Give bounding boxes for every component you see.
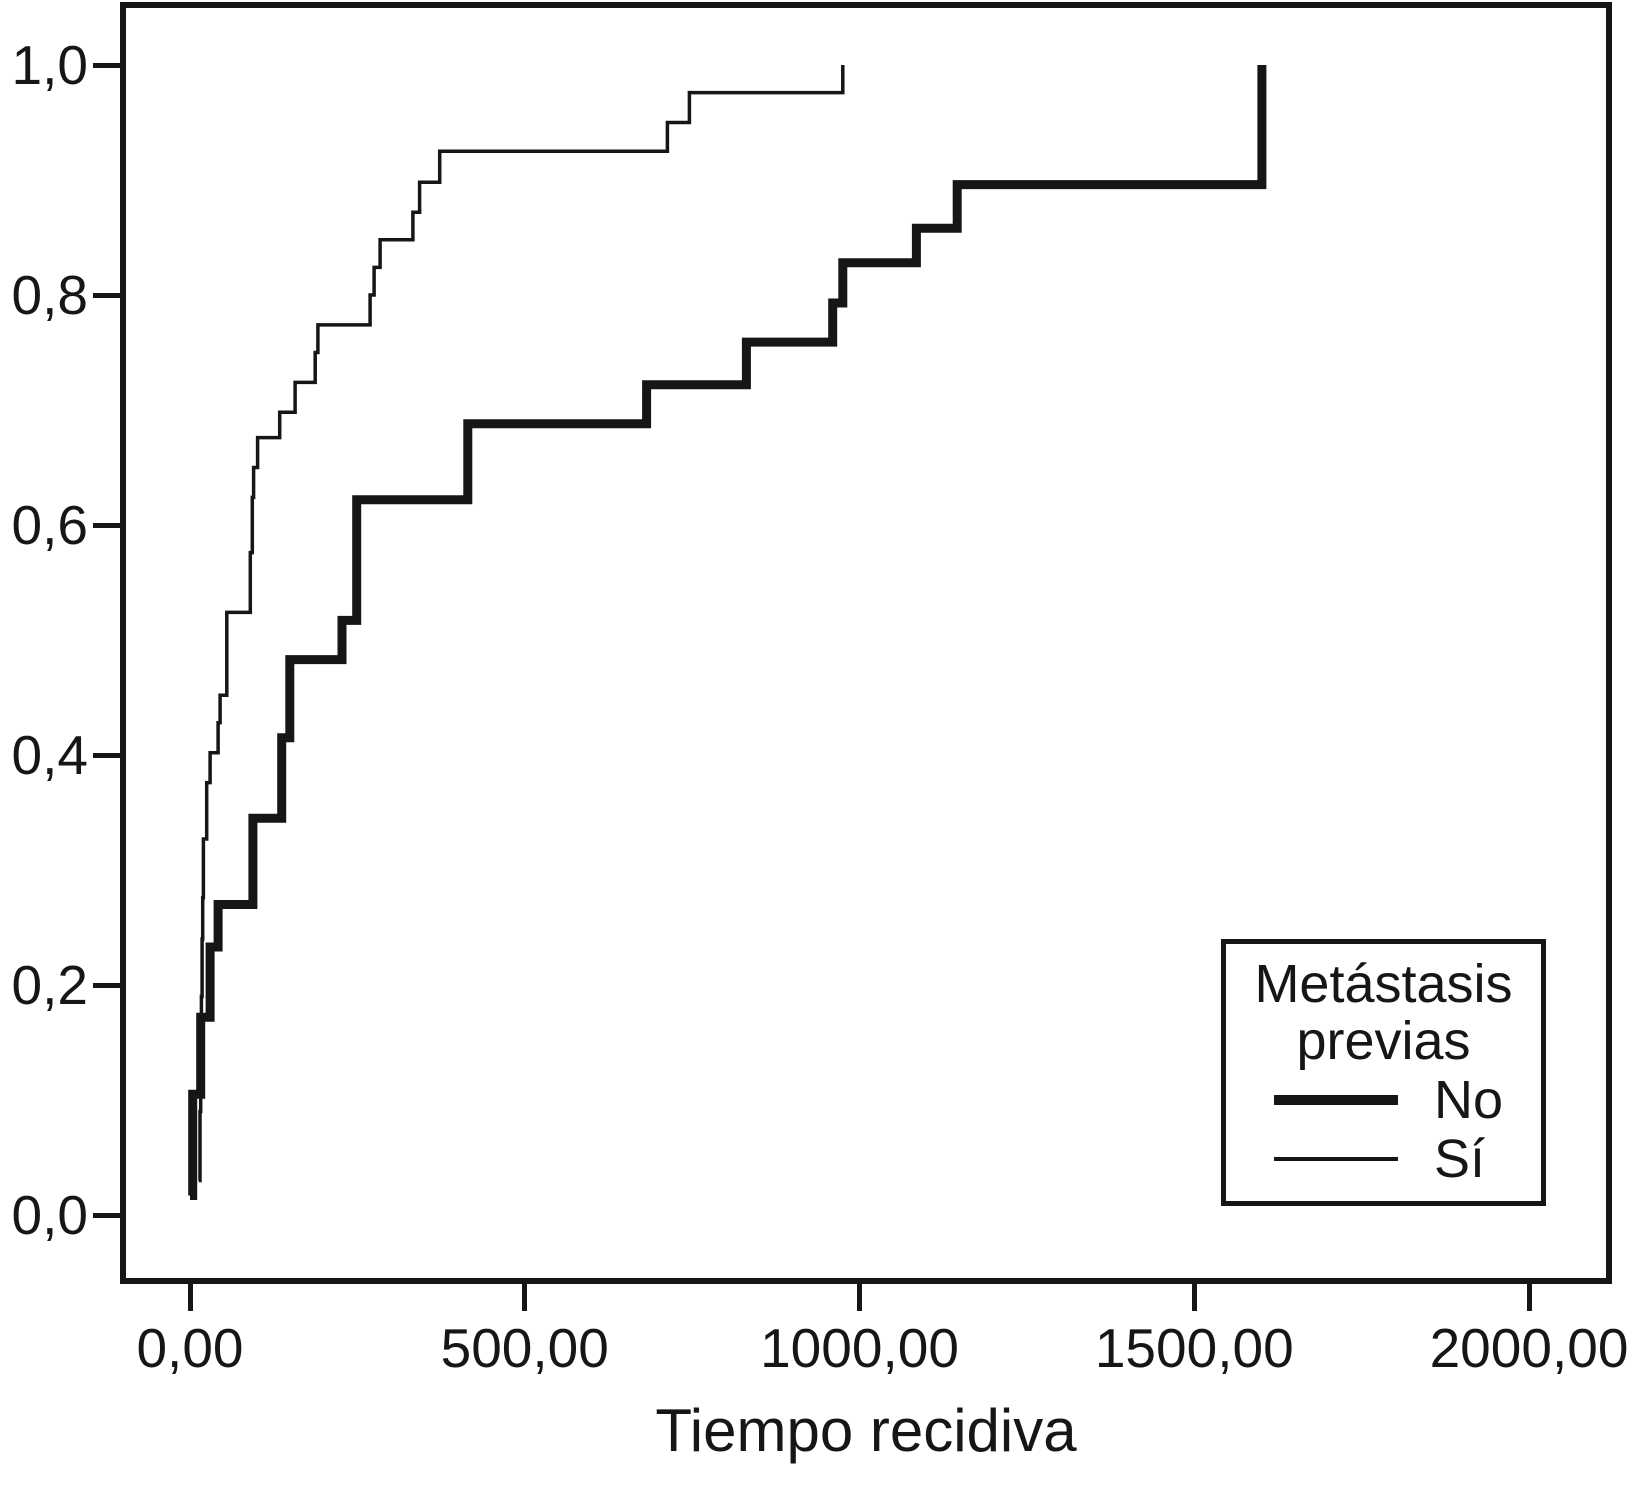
legend: Metástasis previas No Sí: [1221, 939, 1546, 1206]
y-tick-label: 0,6: [11, 494, 88, 556]
legend-swatch-thin-line: [1274, 1156, 1398, 1161]
legend-entry-si-label: Sí: [1434, 1128, 1486, 1189]
curve-no-thick-line: [188, 65, 1267, 1200]
x-tick-mark: [1526, 1284, 1532, 1311]
x-tick-label: 1000,00: [760, 1317, 959, 1379]
legend-entry-no-label: No: [1434, 1069, 1504, 1130]
y-tick-mark: [93, 62, 120, 68]
legend-entry-no: No: [1274, 1070, 1541, 1129]
y-tick-label: 0,4: [11, 724, 88, 786]
x-tick-mark: [522, 1284, 528, 1311]
x-tick-label: 500,00: [440, 1317, 609, 1379]
y-tick-mark: [93, 1212, 120, 1218]
legend-swatch-thick-line: [1274, 1094, 1398, 1105]
legend-title-line-2: previas: [1296, 1011, 1471, 1071]
y-tick-label: 1,0: [11, 34, 88, 96]
y-tick-mark: [93, 522, 120, 528]
y-tick-label: 0,2: [11, 954, 88, 1016]
y-tick-mark: [93, 982, 120, 988]
legend-entry-si: Sí: [1274, 1129, 1541, 1188]
x-tick-mark: [1191, 1284, 1197, 1311]
x-tick-mark: [187, 1284, 193, 1311]
x-tick-label: 2000,00: [1429, 1317, 1629, 1379]
y-tick-label: 0,8: [11, 264, 88, 326]
y-tick-label: 0,0: [11, 1184, 88, 1246]
legend-title-line-1: Metástasis: [1254, 954, 1513, 1014]
x-axis-title: Tiempo recidiva: [655, 1397, 1077, 1464]
x-tick-mark: [857, 1284, 862, 1311]
y-tick-mark: [93, 292, 120, 298]
y-tick-mark: [93, 752, 120, 758]
legend-title: Metástasis previas: [1226, 944, 1541, 1070]
x-tick-label: 1500,00: [1094, 1317, 1294, 1379]
x-tick-label: 0,00: [136, 1317, 244, 1379]
curve-si-thin-line: [198, 65, 845, 1183]
